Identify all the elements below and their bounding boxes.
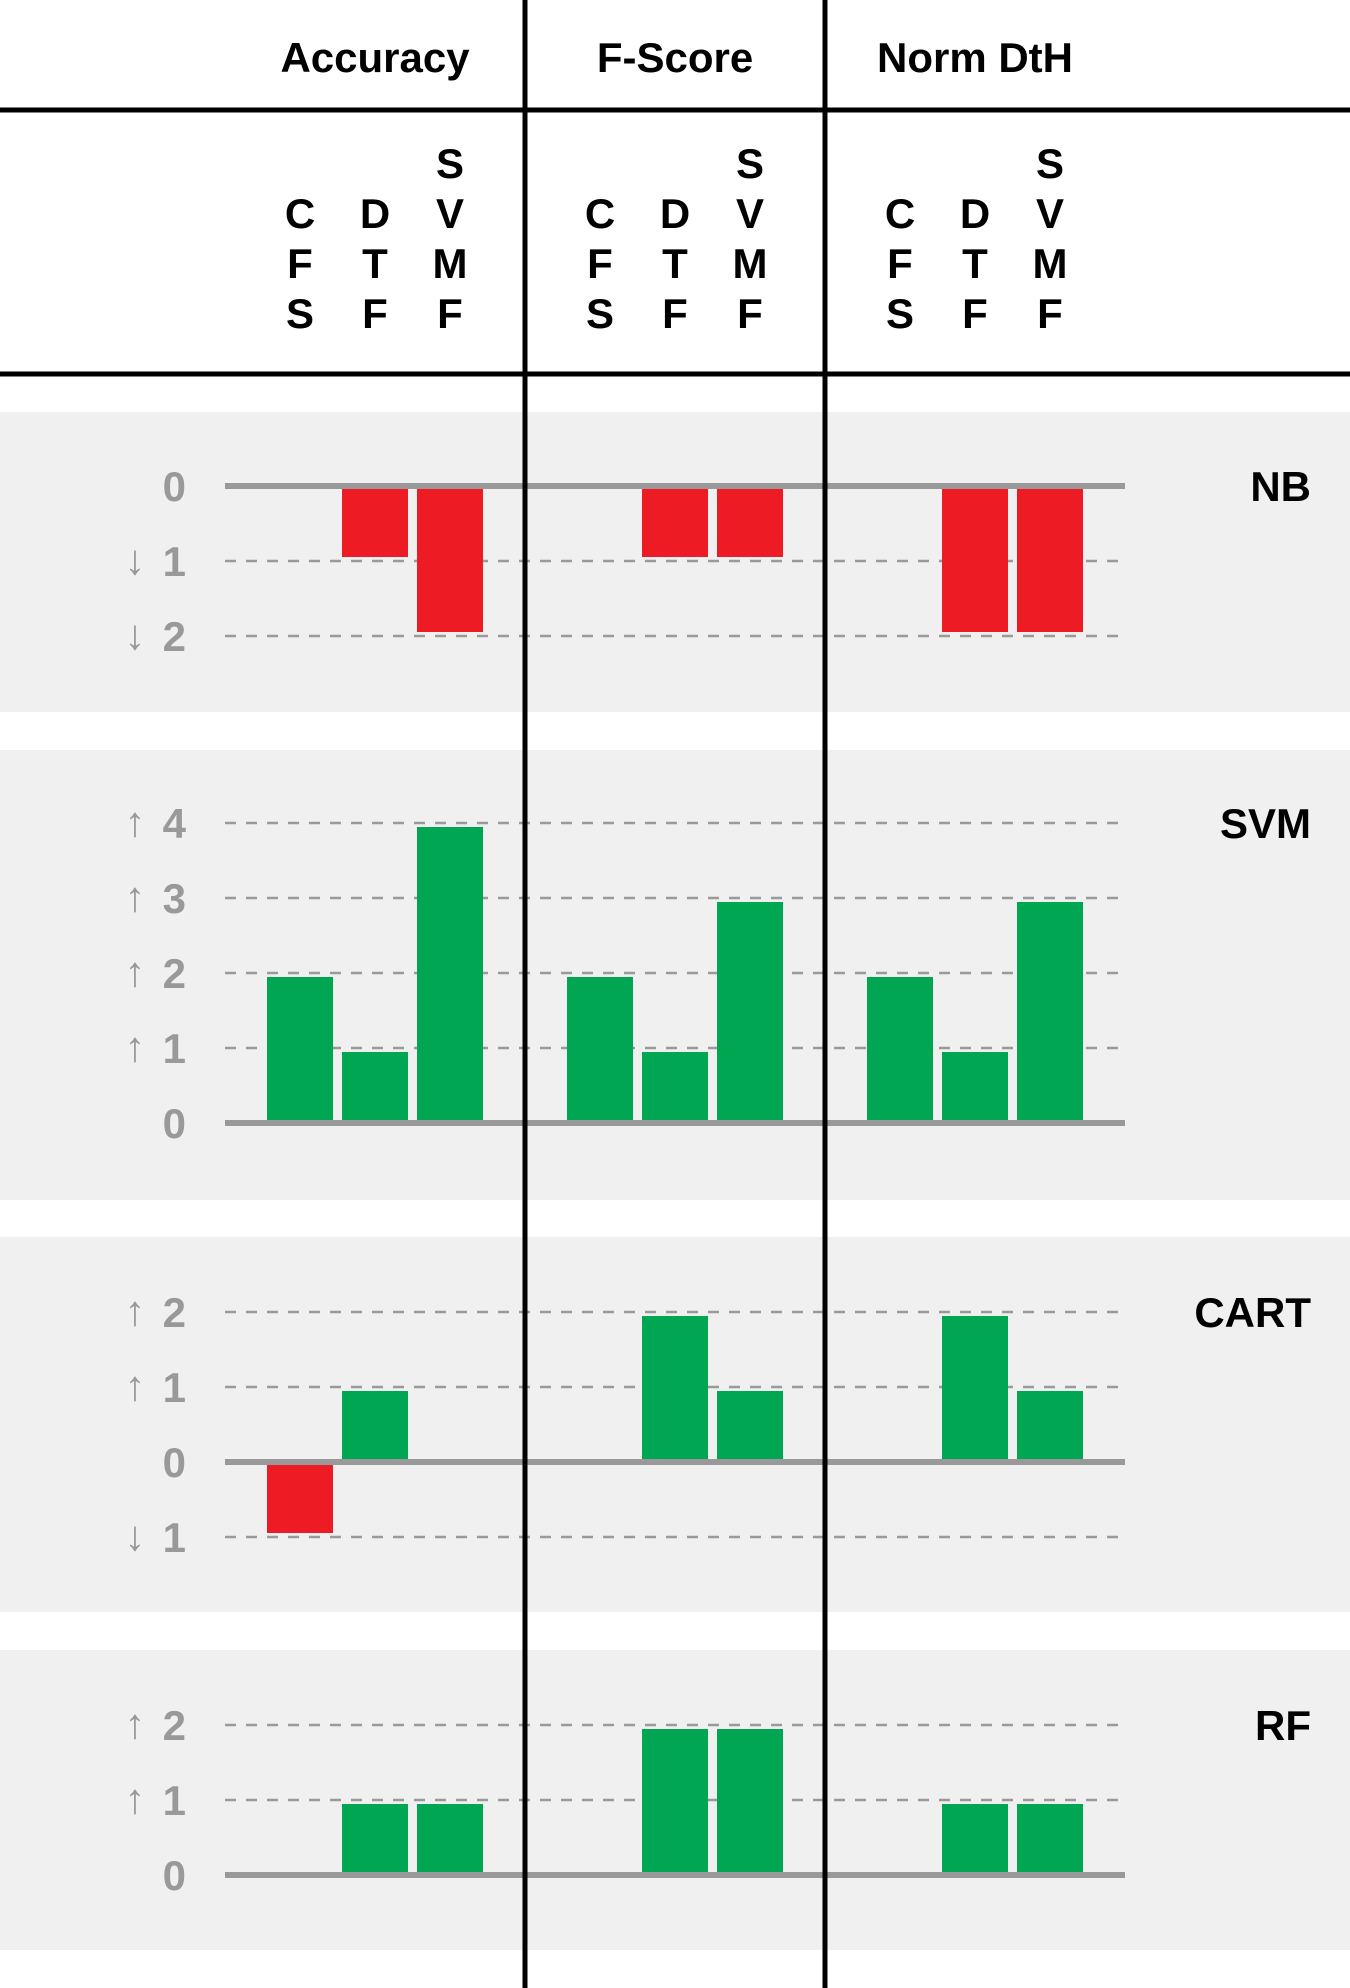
row-label-nb: NB — [1250, 463, 1311, 510]
up-arrow-icon: ↑ — [125, 873, 146, 920]
method-letter: F — [662, 290, 688, 337]
method-letter: M — [433, 240, 468, 287]
method-letter: M — [733, 240, 768, 287]
bar — [942, 486, 1008, 632]
bar — [417, 1804, 483, 1875]
method-letter: D — [960, 190, 990, 237]
method-letter: F — [737, 290, 763, 337]
y-tick-label: 0 — [163, 1439, 186, 1486]
method-letter: S — [436, 140, 464, 187]
method-letter: F — [887, 240, 913, 287]
up-arrow-icon: ↑ — [125, 1023, 146, 1070]
row-label-cart: CART — [1194, 1289, 1311, 1336]
up-arrow-icon: ↑ — [125, 1287, 146, 1334]
down-arrow-icon: ↓ — [125, 611, 146, 658]
bar — [342, 1804, 408, 1875]
bar — [1017, 1804, 1083, 1875]
method-letter: S — [736, 140, 764, 187]
y-tick-label: 2 — [163, 1702, 186, 1749]
down-arrow-icon: ↓ — [125, 1512, 146, 1559]
y-tick-label: 1 — [163, 1025, 186, 1072]
y-tick-label: 2 — [163, 950, 186, 997]
method-letter: C — [285, 190, 315, 237]
column-title-1: F-Score — [597, 34, 753, 81]
bar — [342, 1391, 408, 1462]
row-label-rf: RF — [1255, 1702, 1311, 1749]
bar — [642, 1052, 708, 1123]
method-letter: F — [437, 290, 463, 337]
method-letter: T — [962, 240, 988, 287]
method-letter: S — [286, 290, 314, 337]
bar — [1017, 902, 1083, 1123]
up-arrow-icon: ↑ — [125, 798, 146, 845]
bar — [1017, 486, 1083, 632]
method-letter: C — [885, 190, 915, 237]
method-letter: M — [1033, 240, 1068, 287]
y-tick-label: 2 — [163, 1289, 186, 1336]
y-tick-label: 0 — [163, 1100, 186, 1147]
bar — [342, 486, 408, 557]
y-tick-label: 4 — [163, 800, 187, 847]
y-tick-label: 3 — [163, 875, 186, 922]
method-letter: F — [962, 290, 988, 337]
column-title-2: Norm DtH — [877, 34, 1073, 81]
method-letter: V — [436, 190, 464, 237]
method-letter: F — [287, 240, 313, 287]
bar — [717, 1391, 783, 1462]
method-letter: T — [362, 240, 388, 287]
bar — [942, 1804, 1008, 1875]
down-arrow-icon: ↓ — [125, 536, 146, 583]
row-panel-svm — [0, 750, 1350, 1200]
bar — [717, 1729, 783, 1875]
method-letter: S — [586, 290, 614, 337]
y-tick-label: 0 — [163, 1852, 186, 1899]
bar — [867, 977, 933, 1123]
method-letter: D — [360, 190, 390, 237]
bar — [642, 1729, 708, 1875]
method-letter: F — [1037, 290, 1063, 337]
bar — [642, 1316, 708, 1462]
y-tick-label: 1 — [163, 538, 186, 585]
bar — [267, 1462, 333, 1533]
y-tick-label: 1 — [163, 1777, 186, 1824]
y-tick-label: 1 — [163, 1364, 186, 1411]
column-title-0: Accuracy — [280, 34, 470, 81]
bar — [1017, 1391, 1083, 1462]
bar — [417, 827, 483, 1123]
y-tick-label: 2 — [163, 613, 186, 660]
method-letter: F — [362, 290, 388, 337]
method-letter: D — [660, 190, 690, 237]
y-tick-label: 0 — [163, 463, 186, 510]
up-arrow-icon: ↑ — [125, 948, 146, 995]
row-label-svm: SVM — [1220, 800, 1311, 847]
bar — [717, 486, 783, 557]
bar — [267, 977, 333, 1123]
method-letter: S — [886, 290, 914, 337]
bar — [567, 977, 633, 1123]
up-arrow-icon: ↑ — [125, 1775, 146, 1822]
y-tick-label: 1 — [163, 1514, 186, 1561]
bar — [717, 902, 783, 1123]
up-arrow-icon: ↑ — [125, 1700, 146, 1747]
bar — [942, 1316, 1008, 1462]
bar — [642, 486, 708, 557]
method-letter: T — [662, 240, 688, 287]
bar — [942, 1052, 1008, 1123]
method-letter: S — [1036, 140, 1064, 187]
bar — [342, 1052, 408, 1123]
method-letter: C — [585, 190, 615, 237]
bar — [417, 486, 483, 632]
method-letter: V — [1036, 190, 1064, 237]
method-letter: F — [587, 240, 613, 287]
up-arrow-icon: ↑ — [125, 1362, 146, 1409]
method-letter: V — [736, 190, 764, 237]
